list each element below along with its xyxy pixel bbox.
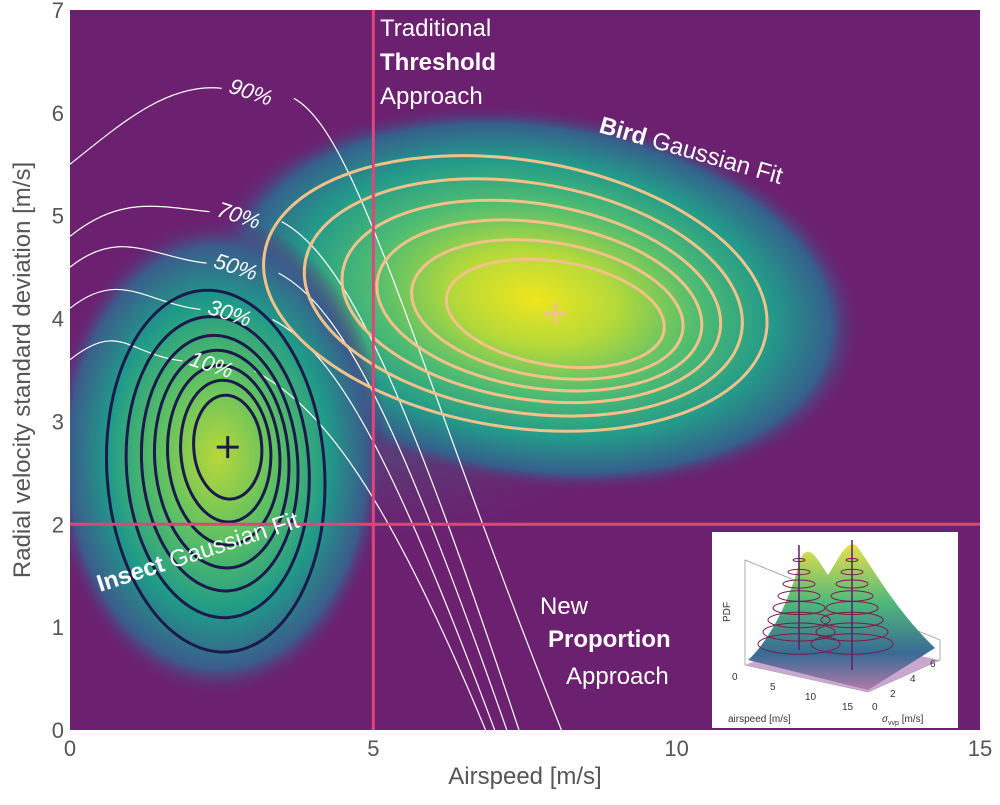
y-axis-label: Radial velocity standard deviation [m/s] [9, 162, 36, 578]
x-tick-0: 0 [64, 736, 76, 761]
y-tick-7: 7 [52, 0, 64, 23]
proportion-annotation-line2: Proportion [548, 626, 671, 653]
x-axis-ticks: 0 5 10 15 [64, 736, 992, 761]
inset-pdf-label: PDF [722, 602, 733, 622]
y-tick-3: 3 [52, 409, 64, 434]
proportion-annotation-line1: New [540, 593, 589, 620]
x-axis-label: Airspeed [m/s] [448, 763, 601, 790]
insect-density [48, 217, 388, 697]
inset-z-label-unit: [m/s] [899, 714, 924, 725]
threshold-annotation-line1: Traditional [380, 15, 491, 42]
threshold-annotation-line3: Approach [380, 83, 483, 110]
y-axis-ticks: 0 1 2 3 4 5 6 7 [52, 0, 64, 743]
inset-x-tick-0: 0 [732, 672, 738, 683]
y-tick-0: 0 [52, 718, 64, 743]
y-tick-4: 4 [52, 307, 64, 332]
inset-x-tick-2: 10 [805, 692, 817, 703]
inset-z-tick-3: 6 [930, 659, 936, 670]
inset-z-tick-1: 2 [890, 689, 896, 700]
y-tick-1: 1 [52, 615, 64, 640]
y-tick-2: 2 [52, 512, 64, 537]
inset-x-label: airspeed [m/s] [728, 714, 791, 725]
inset-x-tick-3: 15 [842, 702, 854, 713]
inset-x-tick-1: 5 [770, 682, 776, 693]
inset-3d-plot: PDF airspeed [m/s] 0 5 10 15 0 2 4 6 σvv… [712, 532, 958, 728]
proportion-annotation-line3: Approach [566, 663, 669, 690]
x-tick-5: 5 [367, 736, 379, 761]
y-tick-6: 6 [52, 101, 64, 126]
x-tick-15: 15 [968, 736, 992, 761]
inset-z-label-sub: vvp [888, 720, 899, 727]
y-tick-5: 5 [52, 204, 64, 229]
inset-z-tick-0: 0 [872, 702, 878, 713]
x-tick-10: 10 [664, 736, 688, 761]
inset-z-tick-2: 4 [910, 674, 916, 685]
threshold-annotation-line2: Threshold [380, 49, 496, 76]
